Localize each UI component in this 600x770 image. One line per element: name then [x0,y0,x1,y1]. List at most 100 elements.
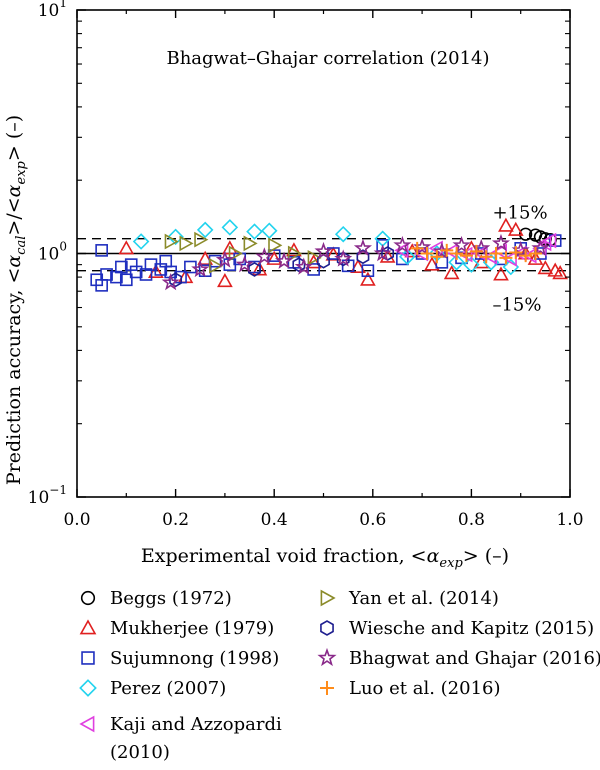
data-point [179,235,194,252]
chart-title: Bhagwat–Ghajar correlation (2014) [166,48,489,69]
data-point [498,217,514,232]
legend-marker-icon [79,619,97,635]
legend-label: Kaji and Azzopardi [110,714,282,735]
data-point [479,250,493,264]
data-point [435,255,449,269]
data-point [440,243,454,257]
data-point [350,258,366,274]
data-point [307,263,320,276]
data-point [334,225,352,243]
data-point [243,235,258,252]
data-point [393,235,412,254]
series-2 [90,234,562,292]
data-point [148,263,164,278]
legend-item: Perez (2007) [79,678,226,699]
data-point [251,261,268,276]
y-axis-title: Prediction accuracy, <αcal>/<αexp> (–) [3,115,29,485]
legend-item: Luo et al. (2016) [320,678,501,699]
legend-label: Bhagwat and Ghajar (2016) [349,648,600,669]
data-point [448,254,465,271]
legend-marker-icon [79,715,95,733]
data-point [334,249,353,267]
data-point [360,271,376,286]
data-point [469,244,483,258]
data-point [115,260,128,274]
data-point [215,250,234,268]
legend-marker-icon [80,590,96,606]
data-point [275,251,294,269]
data-point [463,256,480,273]
series-7 [161,233,550,291]
data-point [255,247,274,265]
data-point [394,242,409,259]
x-axis-title: Experimental void fraction, <αexp> (–) [141,545,509,571]
data-point [196,221,214,239]
data-point [327,247,340,260]
legend-label: Perez (2007) [110,678,226,699]
data-point [452,235,471,254]
series-5 [164,231,322,274]
legend-marker-icon [320,681,334,695]
data-point [260,222,278,240]
legend-marker-icon [320,620,334,636]
data-point [361,264,375,278]
data-point [119,273,133,287]
data-point [499,251,513,265]
legend-item: Yan et al. (2014) [320,588,499,609]
legend-marker-icon [79,679,97,697]
legend-label: Luo et al. (2016) [349,678,501,699]
x-tick-label: 0.0 [63,510,90,530]
legend-label: Yan et al. (2014) [348,588,499,609]
data-point [248,262,261,277]
legend-marker-icon [81,651,95,665]
legend-item: Beggs (1972) [80,588,232,609]
ref-label-upper: +15% [492,203,547,224]
data-point [129,265,143,279]
data-point [132,233,150,250]
legend-label: Wiesche and Kapitz (2015) [349,618,594,639]
data-point [353,238,372,257]
data-point [307,249,322,266]
data-point [197,250,214,265]
data-point [528,247,542,260]
legend-label: Beggs (1972) [110,588,232,609]
data-point [410,241,424,255]
data-point [518,227,533,241]
x-tick-label: 0.6 [359,510,386,530]
data-point [287,245,303,262]
data-point [450,247,464,260]
legend-item: Kaji and Azzopardi (2010) [79,714,282,763]
legend-item: Sujumnong (1998) [81,648,279,669]
legend-label-cont: (2010) [110,742,170,763]
legend-marker-icon [317,647,337,667]
data-point [95,244,108,257]
data-point [161,273,180,291]
data-point [379,248,396,263]
data-point [493,266,509,281]
series-8 [410,241,542,265]
data-point [164,233,179,250]
data-point [100,268,113,281]
data-point [305,254,322,269]
data-point [314,241,333,260]
data-point [268,237,283,254]
x-tick-label: 0.2 [162,510,189,530]
data-point [118,240,135,255]
data-point [294,257,313,275]
x-tick-label: 0.8 [458,510,485,530]
data-point [491,233,511,252]
legend-item: Wiesche and Kapitz (2015) [320,618,594,639]
ref-label-lower: –15% [492,295,541,316]
legend-marker-icon [320,589,336,607]
data-point [424,256,440,271]
data-point [235,255,254,273]
x-tick-label: 1.0 [556,510,583,530]
legend-item: Mukherjee (1979) [79,618,274,639]
data-point [420,247,434,260]
data-point [459,249,473,263]
data-point [317,253,330,269]
data-point [542,232,557,249]
data-point [552,265,568,280]
data-point [519,249,533,263]
